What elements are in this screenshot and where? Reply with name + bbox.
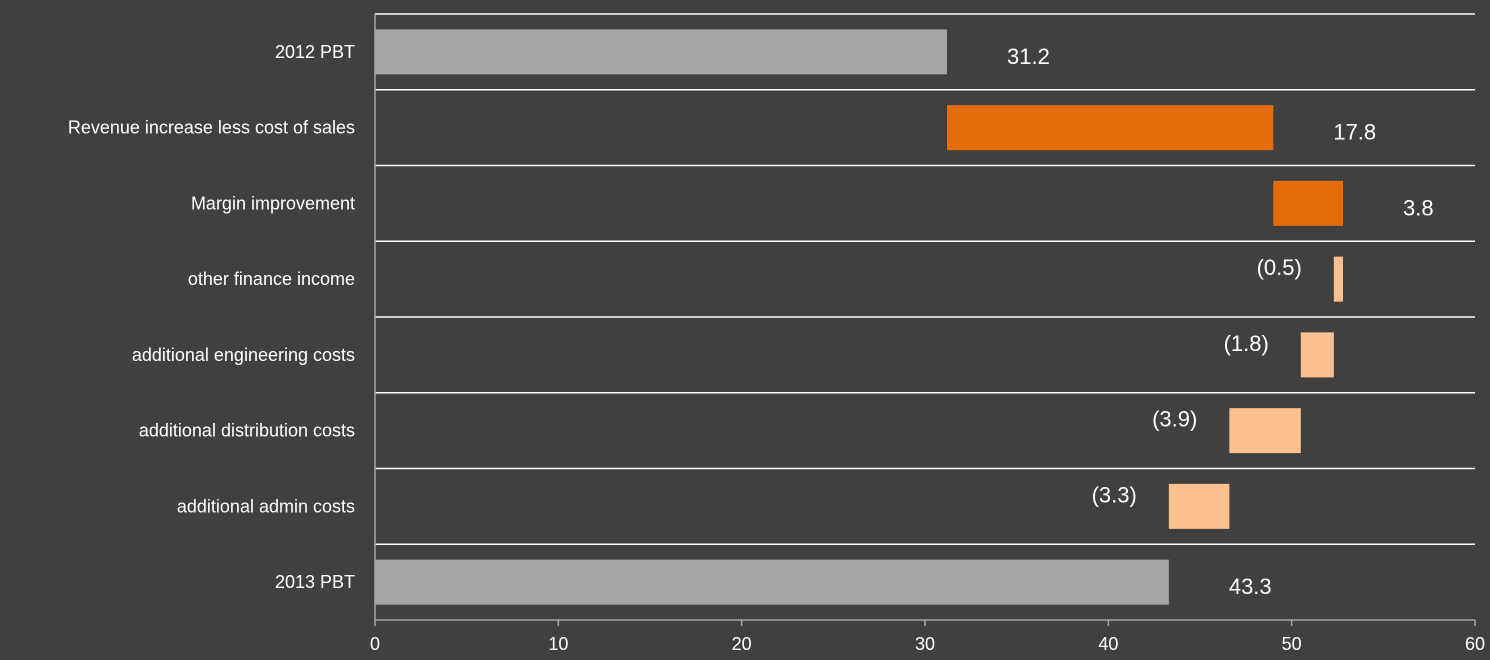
data-label-additional-engineering-costs: (1.8) — [1224, 331, 1269, 356]
x-tick-label: 30 — [915, 634, 935, 654]
bar-2013-pbt — [375, 559, 1169, 605]
category-label: additional engineering costs — [132, 345, 355, 365]
category-label: other finance income — [188, 269, 355, 289]
bar-other-finance-income — [1333, 256, 1343, 302]
data-label-2012-pbt: 31.2 — [1007, 44, 1050, 69]
category-label: additional distribution costs — [139, 421, 355, 441]
bar-revenue-increase-less-cost-of-sales — [947, 105, 1274, 151]
category-label: additional admin costs — [177, 496, 355, 516]
bar-additional-engineering-costs — [1300, 332, 1334, 378]
x-tick-label: 60 — [1465, 634, 1485, 654]
category-label: Revenue increase less cost of sales — [68, 118, 355, 138]
bar-2012-pbt — [375, 29, 947, 75]
x-tick-label: 40 — [1098, 634, 1118, 654]
bar-margin-improvement — [1273, 180, 1343, 226]
category-label: 2012 PBT — [275, 42, 355, 62]
data-label-revenue-increase-less-cost-of-sales: 17.8 — [1333, 120, 1376, 145]
x-tick-label: 10 — [548, 634, 568, 654]
data-label-2013-pbt: 43.3 — [1229, 574, 1272, 599]
data-label-other-finance-income: (0.5) — [1257, 255, 1302, 280]
category-label: Margin improvement — [191, 193, 355, 213]
x-tick-label: 20 — [732, 634, 752, 654]
bar-additional-admin-costs — [1168, 483, 1230, 529]
x-tick-label: 50 — [1282, 634, 1302, 654]
bars — [375, 29, 1343, 605]
data-label-additional-distribution-costs: (3.9) — [1152, 407, 1197, 432]
bar-additional-distribution-costs — [1229, 408, 1301, 454]
gridlines — [375, 13, 1475, 545]
data-label-margin-improvement: 3.8 — [1403, 195, 1434, 220]
category-label: 2013 PBT — [275, 572, 355, 592]
data-label-additional-admin-costs: (3.3) — [1092, 482, 1137, 507]
labels: 2012 PBT 31.2 Revenue increase less cost o… — [68, 42, 1434, 599]
axes: 0 10 20 30 40 50 60 — [370, 14, 1485, 654]
x-tick-label: 0 — [370, 634, 380, 654]
